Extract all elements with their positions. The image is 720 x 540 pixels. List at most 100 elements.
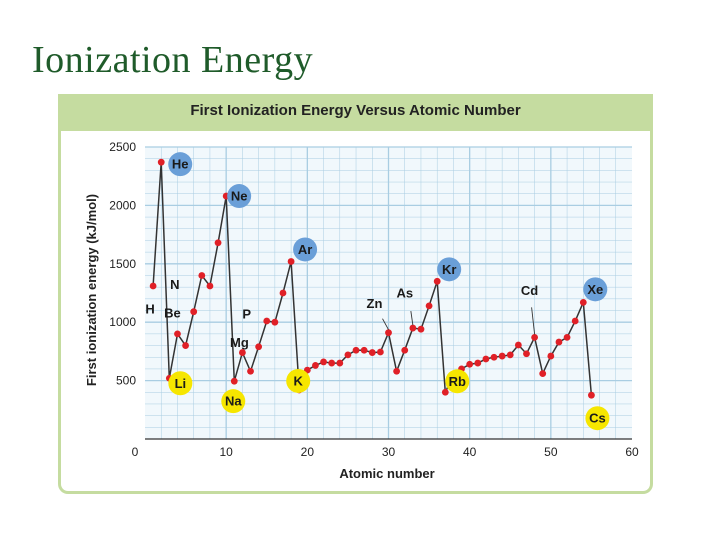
element-symbol: H — [145, 301, 154, 316]
data-point — [344, 351, 352, 359]
data-point — [417, 325, 425, 333]
element-label-rb: Rb — [445, 369, 470, 394]
element-symbol: Ne — [231, 189, 248, 204]
element-badge — [293, 237, 318, 262]
data-point — [425, 302, 433, 310]
chart-header-band — [58, 94, 653, 131]
element-label-na: Na — [221, 389, 246, 414]
element-label-kr: Kr — [437, 257, 462, 282]
y-tick-label: 1000 — [109, 315, 136, 329]
chart-title: First Ionization Energy Versus Atomic Nu… — [190, 102, 521, 119]
element-label-he: He — [168, 152, 193, 177]
element-label-h: H — [145, 301, 154, 316]
element-badge — [437, 257, 462, 282]
data-point — [523, 350, 530, 358]
y-tick-label: 1500 — [109, 257, 136, 271]
element-symbol: Rb — [449, 374, 466, 389]
element-badge — [227, 184, 252, 209]
element-label-ar: Ar — [293, 237, 318, 262]
y-tick-label: 2500 — [109, 140, 136, 154]
data-point — [157, 158, 165, 166]
x-tick-label: 50 — [544, 445, 558, 459]
data-point — [263, 317, 271, 325]
data-point — [514, 341, 522, 349]
y-axis-label: First ionization energy (kJ/mol) — [84, 194, 99, 386]
data-point — [409, 324, 417, 332]
x-tick-label: 20 — [301, 445, 315, 459]
element-badge — [221, 389, 246, 414]
element-symbol: K — [294, 373, 304, 388]
data-point — [441, 388, 449, 396]
element-badge — [286, 368, 311, 393]
data-point — [531, 333, 538, 341]
element-symbol: P — [242, 307, 251, 322]
x-tick-label: 10 — [219, 445, 233, 459]
element-symbol: Kr — [442, 262, 456, 277]
data-point — [498, 352, 506, 360]
element-symbol: Ar — [298, 242, 312, 257]
x-tick-label: 30 — [382, 445, 396, 459]
x-axis-label: Atomic number — [339, 466, 434, 481]
data-point — [368, 349, 376, 356]
element-symbol: Be — [164, 305, 181, 320]
element-symbol: N — [170, 277, 179, 292]
element-label-be: Be — [164, 305, 181, 320]
data-point — [579, 298, 587, 306]
element-symbol: Cd — [521, 283, 538, 298]
element-label-cd: Cd — [521, 283, 538, 298]
label-leader-line — [531, 307, 536, 335]
data-point — [279, 289, 287, 297]
data-point — [506, 351, 514, 359]
element-symbol: Mg — [230, 335, 249, 350]
element-symbol: Zn — [367, 296, 383, 311]
data-point — [287, 258, 295, 265]
element-label-k: K — [286, 368, 311, 393]
data-point — [312, 362, 319, 369]
element-label-n: N — [170, 277, 179, 292]
data-point — [555, 338, 563, 346]
element-label-mg: Mg — [230, 335, 249, 350]
data-point — [198, 272, 206, 279]
data-point — [547, 352, 555, 360]
x-tick-label: 60 — [625, 445, 639, 459]
x-tick-label: 0 — [132, 445, 139, 459]
element-badge — [583, 277, 608, 302]
data-point — [247, 367, 254, 375]
data-point — [174, 330, 181, 338]
data-point — [336, 359, 344, 367]
data-point — [466, 360, 474, 368]
data-point — [482, 355, 490, 363]
data-point — [474, 359, 482, 367]
data-point — [230, 377, 238, 385]
data-point — [490, 353, 498, 361]
data-point — [271, 318, 279, 326]
data-point — [206, 282, 214, 290]
data-point — [149, 282, 157, 290]
data-point — [376, 348, 384, 356]
element-label-li: Li — [168, 371, 193, 396]
data-point — [433, 277, 441, 285]
data-point — [352, 346, 360, 354]
data-point — [328, 359, 336, 367]
element-symbol: Na — [225, 394, 242, 409]
element-label-ne: Ne — [227, 184, 252, 209]
element-label-p: P — [242, 307, 251, 322]
element-badge — [585, 406, 610, 431]
element-symbol: Xe — [587, 282, 603, 297]
data-point — [571, 317, 579, 325]
data-point — [385, 329, 392, 337]
element-badge — [168, 371, 193, 396]
label-leader-line — [382, 318, 389, 330]
data-point — [588, 391, 595, 399]
data-point — [255, 343, 263, 351]
data-point — [182, 342, 189, 349]
element-badge — [445, 369, 470, 394]
data-point — [360, 346, 368, 354]
element-badge — [168, 152, 193, 177]
element-label-as: As — [397, 286, 414, 301]
label-leader-line — [410, 310, 414, 326]
y-tick-label: 2000 — [109, 198, 136, 212]
data-point — [563, 333, 571, 341]
element-symbol: He — [172, 157, 189, 172]
